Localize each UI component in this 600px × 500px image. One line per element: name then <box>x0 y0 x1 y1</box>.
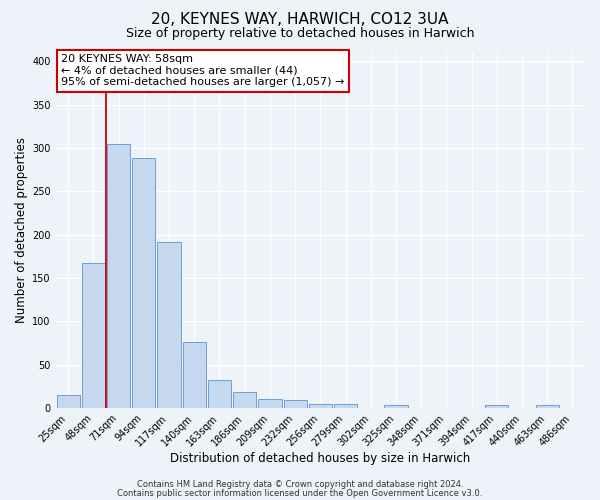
Bar <box>334 404 357 408</box>
Bar <box>233 392 256 408</box>
Bar <box>536 406 559 408</box>
Bar <box>132 158 155 408</box>
Bar <box>259 400 281 408</box>
Bar <box>182 342 206 408</box>
Text: 20, KEYNES WAY, HARWICH, CO12 3UA: 20, KEYNES WAY, HARWICH, CO12 3UA <box>151 12 449 28</box>
Bar <box>56 395 80 408</box>
Bar <box>485 406 508 408</box>
Bar <box>284 400 307 408</box>
Bar <box>208 380 231 408</box>
Bar <box>157 242 181 408</box>
Y-axis label: Number of detached properties: Number of detached properties <box>15 138 28 324</box>
X-axis label: Distribution of detached houses by size in Harwich: Distribution of detached houses by size … <box>170 452 470 465</box>
Bar <box>107 144 130 408</box>
Bar <box>82 263 105 408</box>
Bar <box>309 404 332 408</box>
Bar <box>385 404 407 408</box>
Text: Size of property relative to detached houses in Harwich: Size of property relative to detached ho… <box>126 28 474 40</box>
Text: Contains HM Land Registry data © Crown copyright and database right 2024.: Contains HM Land Registry data © Crown c… <box>137 480 463 489</box>
Text: 20 KEYNES WAY: 58sqm
← 4% of detached houses are smaller (44)
95% of semi-detach: 20 KEYNES WAY: 58sqm ← 4% of detached ho… <box>61 54 344 88</box>
Text: Contains public sector information licensed under the Open Government Licence v3: Contains public sector information licen… <box>118 488 482 498</box>
